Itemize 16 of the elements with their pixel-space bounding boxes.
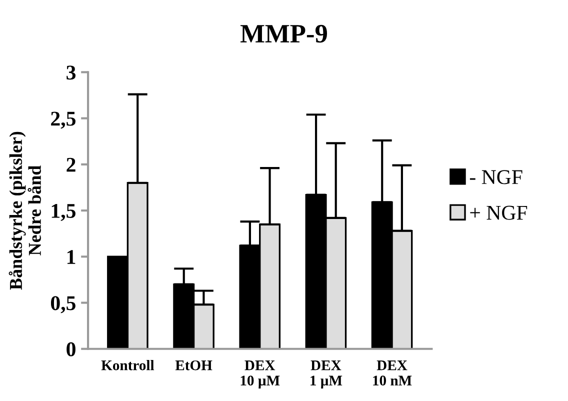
x-tick-label: DEX 10 nM	[373, 360, 412, 386]
y-tick-label: 0,5	[50, 296, 76, 314]
chart-title: MMP-9	[240, 24, 328, 43]
y-tick-label: 1,5	[52, 204, 76, 221]
x-tick-label: DEX 10 µM	[240, 360, 280, 388]
x-tick-label: Kontroll	[101, 360, 154, 370]
x-tick-label: EtOH	[175, 360, 212, 370]
y-tick-label: 0	[66, 342, 76, 356]
y-tick-label: 3	[66, 66, 76, 80]
y-axis-title: Båndstyrke (piksler) Nedre bånd	[8, 132, 41, 290]
x-tick-label: DEX 1 µM	[310, 360, 342, 388]
y-tick-label: 2,5	[51, 112, 76, 129]
y-tick-label: 2	[66, 158, 76, 172]
y-tick-label: 1	[67, 250, 76, 264]
legend-label: - NGF	[470, 170, 522, 184]
legend-label: + NGF	[470, 206, 528, 220]
